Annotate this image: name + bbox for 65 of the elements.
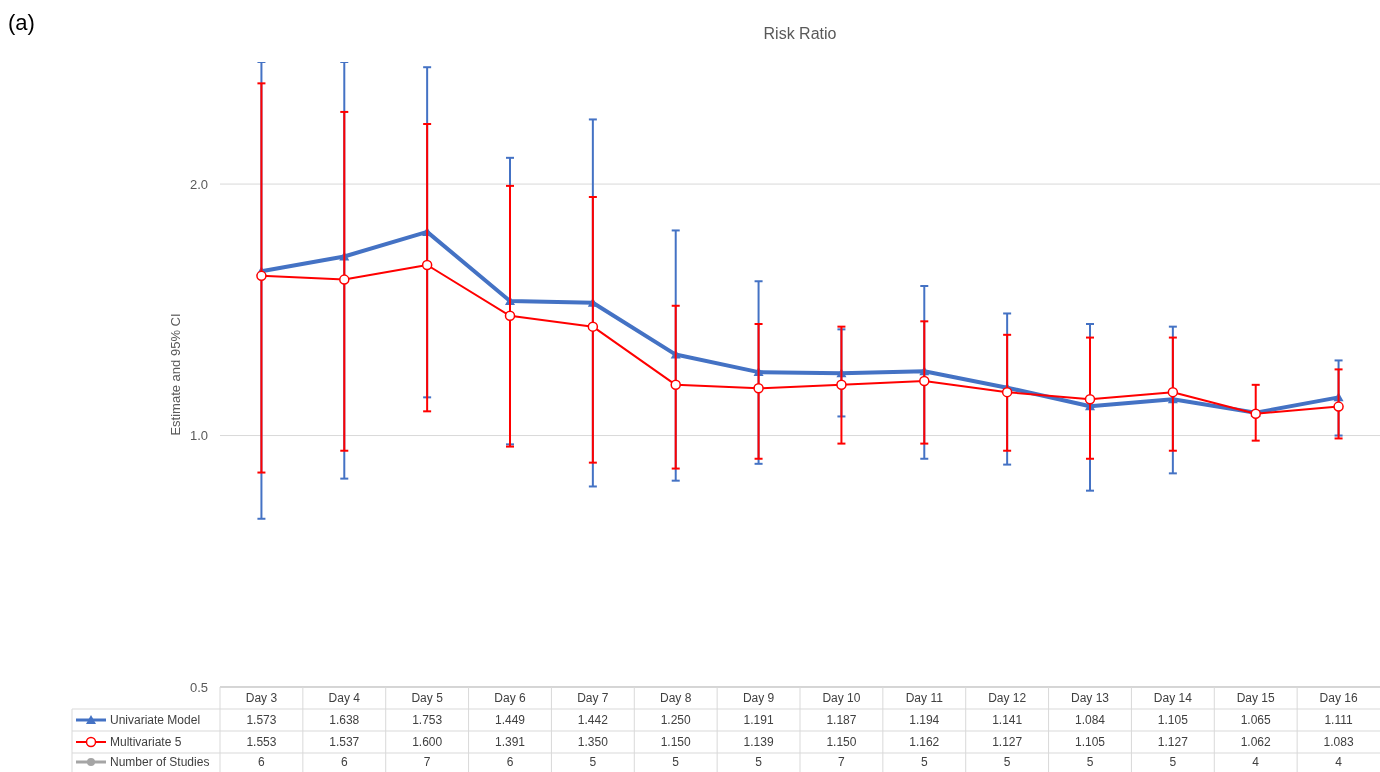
x-tick-label: Day 15 xyxy=(1236,691,1276,706)
data-label: 1.187 xyxy=(826,713,857,728)
text: 7 xyxy=(838,755,846,770)
data-label: 1.753 xyxy=(412,713,443,728)
data-label: 1.065 xyxy=(1240,713,1272,728)
x-tick-label: Day 13 xyxy=(1070,691,1110,706)
x-tick-label: Day 14 xyxy=(1153,691,1193,706)
x-tick-label: Day 3 xyxy=(245,691,278,706)
text: 5 xyxy=(672,755,680,770)
data-label: 1.391 xyxy=(494,735,526,750)
data-label: 1.141 xyxy=(992,713,1023,728)
x-tick-label: Day 10 xyxy=(822,691,861,706)
data-label: 1.442 xyxy=(577,713,609,728)
chart-title: Risk Ratio xyxy=(763,25,837,42)
data-label: 1.105 xyxy=(1074,735,1106,750)
x-tick-label: Day 7 xyxy=(577,691,609,706)
data-label: 1.111 xyxy=(1324,713,1354,728)
data-label: 1.150 xyxy=(826,735,857,750)
data-label: 1.537 xyxy=(329,735,360,750)
data-label: 1.084 xyxy=(1074,713,1106,728)
y-tick-label: 1.0 xyxy=(189,428,208,444)
legend-label: Univariate Model xyxy=(110,713,201,728)
data-label: 1.139 xyxy=(743,735,774,750)
text: Number of Studies xyxy=(110,755,210,770)
y-axis-title: Estimate and 95% CI xyxy=(168,313,183,436)
data-label: 1.150 xyxy=(660,735,692,750)
text: 6 xyxy=(506,755,514,770)
data-label: 1.083 xyxy=(1323,735,1354,750)
text: 5 xyxy=(1169,755,1177,770)
x-tick-label: Day 8 xyxy=(660,691,692,706)
x-tick-label: Day 11 xyxy=(905,691,944,706)
y-tick-label: 0.5 xyxy=(189,679,208,695)
text: 6 xyxy=(258,755,266,770)
data-label: 1.250 xyxy=(660,713,692,728)
x-tick-label: Day 4 xyxy=(328,691,361,706)
x-tick-label: Day 5 xyxy=(411,691,444,706)
text: 5 xyxy=(1003,755,1011,770)
text: 5 xyxy=(920,755,928,770)
data-label: 1.127 xyxy=(992,735,1023,750)
data-label: 1.105 xyxy=(1157,713,1189,728)
text: 5 xyxy=(1086,755,1094,770)
x-tick-label: Day 6 xyxy=(494,691,526,706)
data-label: 1.350 xyxy=(577,735,609,750)
y-tick-label: 2.0 xyxy=(189,176,208,192)
data-label: 1.573 xyxy=(246,713,277,728)
text: 6 xyxy=(340,755,348,770)
data-label: 1.449 xyxy=(494,713,526,728)
data-label: 1.127 xyxy=(1157,735,1189,750)
data-label: 1.600 xyxy=(412,735,443,750)
data-label: 1.194 xyxy=(909,713,940,728)
data-label: 1.062 xyxy=(1240,735,1272,750)
data-label: 1.162 xyxy=(909,735,940,750)
x-tick-label: Day 16 xyxy=(1319,691,1358,706)
x-tick-label: Day 12 xyxy=(988,691,1027,706)
data-label: 1.191 xyxy=(743,713,774,728)
text: 7 xyxy=(423,755,431,770)
text: 5 xyxy=(755,755,763,770)
text: 5 xyxy=(589,755,597,770)
text: 4 xyxy=(1252,755,1260,770)
data-label: 1.553 xyxy=(246,735,277,750)
data-label: 1.638 xyxy=(329,713,360,728)
text: 4 xyxy=(1335,755,1343,770)
legend-label: Multivariate 5 xyxy=(110,735,182,750)
x-tick-label: Day 9 xyxy=(742,691,775,706)
text: (a) xyxy=(8,10,35,35)
